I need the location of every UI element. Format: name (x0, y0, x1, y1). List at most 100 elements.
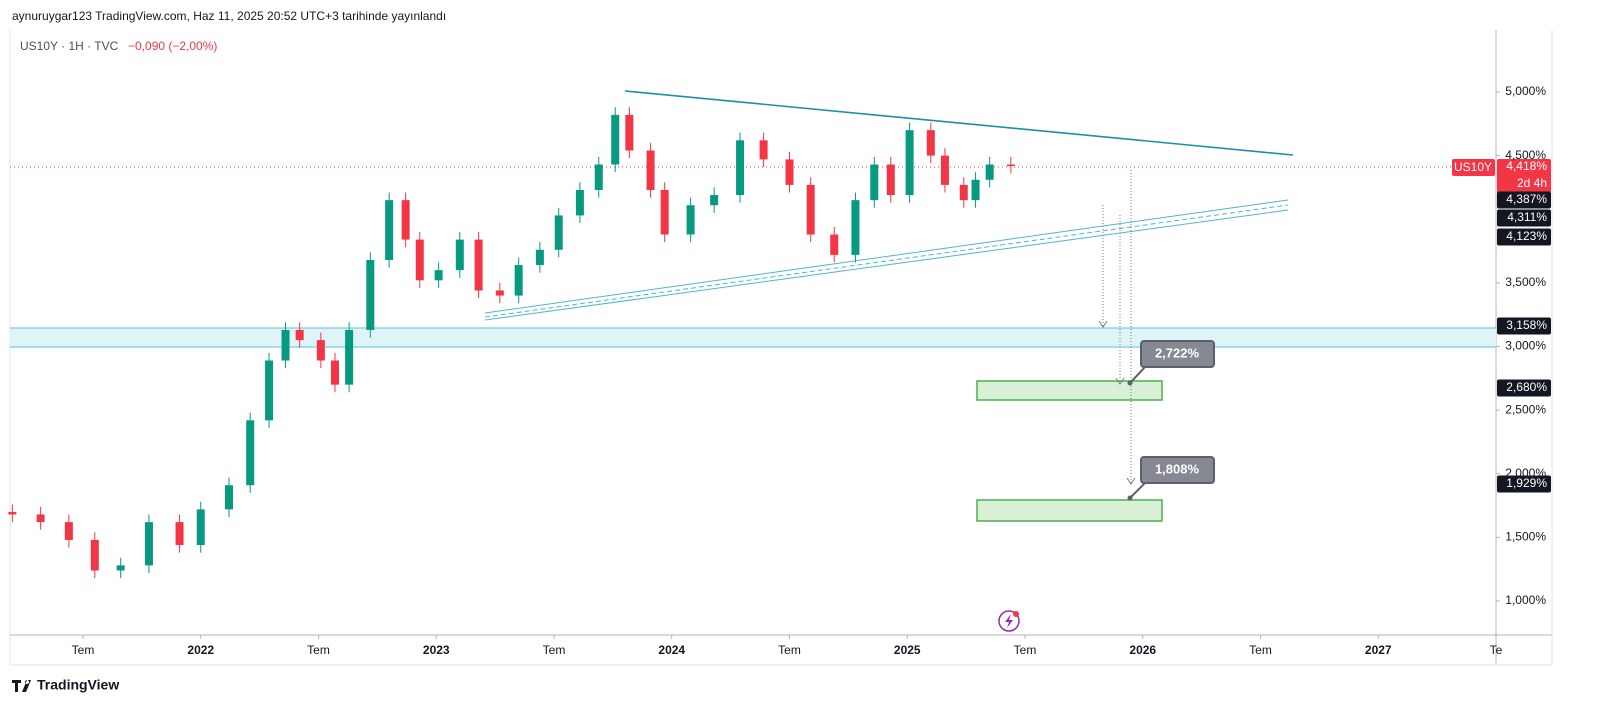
candle-body (886, 164, 895, 196)
candle-body (64, 522, 73, 540)
candle-body (535, 249, 544, 266)
x-tick-label: Tem (307, 643, 330, 657)
candle-body (594, 164, 603, 190)
y-tick-label: 3,500% (1505, 275, 1546, 289)
price-label: 3,158% (1506, 318, 1547, 332)
candle-body (660, 189, 669, 235)
candle-body (90, 539, 99, 571)
candle-body (455, 239, 464, 271)
candle-body (940, 155, 949, 185)
candle-body (514, 265, 523, 296)
publisher: aynuruygar123 TradingView.com, Haz 11, 2… (12, 9, 446, 23)
candle-body (265, 360, 274, 421)
candle-body (246, 420, 255, 486)
y-tick-label: 1,500% (1505, 530, 1546, 544)
candle-body (474, 239, 483, 291)
candle-body (625, 114, 634, 151)
candle-body (366, 259, 375, 330)
candle-body (8, 511, 17, 515)
candle-body (196, 509, 205, 546)
candle-body (611, 114, 620, 165)
callout-text: 2,722% (1155, 345, 1200, 360)
callout-pointer (1129, 481, 1147, 499)
candle-body (870, 164, 879, 201)
y-tick-label: 3,000% (1505, 339, 1546, 353)
candle-body (554, 215, 563, 250)
y-tick-label: 5,000% (1505, 84, 1546, 98)
y-tick-label: 4,500% (1505, 148, 1546, 162)
candle-body (415, 239, 424, 281)
last-price-badge (1497, 159, 1551, 193)
candle-body (144, 522, 153, 566)
candle-body (985, 164, 994, 180)
candle-body (345, 329, 354, 385)
candle-body (175, 522, 184, 546)
event-icon-bolt (1005, 614, 1013, 628)
candle-body (116, 565, 125, 571)
price-label: 4,123% (1506, 229, 1547, 243)
candle-body (646, 150, 655, 190)
candle-body (851, 200, 860, 255)
arrow-head (1098, 320, 1108, 328)
candle-body (434, 270, 443, 281)
candle-body (401, 200, 410, 240)
candle-body (806, 184, 815, 235)
arrow-head (1126, 477, 1136, 485)
candle-body (495, 290, 504, 296)
support-channel (484, 209, 1289, 321)
event-dot (1013, 611, 1019, 617)
candle-body (1006, 164, 1015, 167)
candle-body (281, 329, 290, 361)
x-tick-label: Tem (72, 643, 95, 657)
price-label-box (1497, 317, 1551, 335)
x-tick-label: 2022 (187, 643, 214, 657)
callout-box (1140, 456, 1215, 484)
x-tick-label: 2026 (1129, 643, 1156, 657)
brand-logo (12, 680, 31, 692)
y-tick-label: 2,500% (1505, 402, 1546, 416)
candle-body (785, 159, 794, 185)
target-zone (976, 499, 1163, 522)
price-label: 4,311% (1507, 210, 1547, 224)
price-label-box (1497, 191, 1551, 209)
price-label-box (1497, 379, 1551, 397)
arrow-head (1115, 377, 1125, 385)
x-tick-label: 2025 (894, 643, 921, 657)
candle-body (316, 340, 325, 361)
price-label-box (1497, 209, 1551, 227)
price-label: 4,387% (1506, 192, 1547, 206)
candle-body (736, 140, 745, 196)
support-channel (484, 199, 1289, 314)
symbol: US10Y · 1H · TVC (20, 39, 119, 53)
callout-anchor (1127, 495, 1133, 501)
candle-body (225, 485, 234, 510)
target-zone (976, 380, 1163, 401)
price-label: 2,680% (1506, 380, 1547, 394)
candle-body (759, 140, 768, 160)
symbol-badge (1452, 159, 1495, 176)
candle-body (926, 130, 935, 156)
x-tick-label: Te (1490, 643, 1503, 657)
callout-anchor (1127, 380, 1133, 386)
last-price: 4,418% (1506, 159, 1547, 173)
candle-body (971, 179, 980, 201)
candle-body (295, 329, 304, 341)
candle-body (330, 360, 339, 385)
candle-body (905, 130, 914, 196)
brand: TradingView (37, 677, 119, 693)
symbol-badge-text: US10Y (1454, 160, 1492, 174)
candle-body (959, 184, 968, 201)
candle-body (686, 205, 695, 235)
candle-body (385, 200, 394, 260)
price-label: 1,929% (1506, 476, 1547, 490)
x-tick-label: 2023 (423, 643, 450, 657)
callout-pointer (1129, 365, 1147, 384)
x-tick-label: 2024 (658, 643, 685, 657)
support-channel-mid (484, 204, 1289, 318)
price-label-box (1497, 475, 1551, 493)
callout-box (1140, 340, 1215, 368)
candle-body (710, 195, 719, 206)
support-zone (10, 328, 1496, 347)
